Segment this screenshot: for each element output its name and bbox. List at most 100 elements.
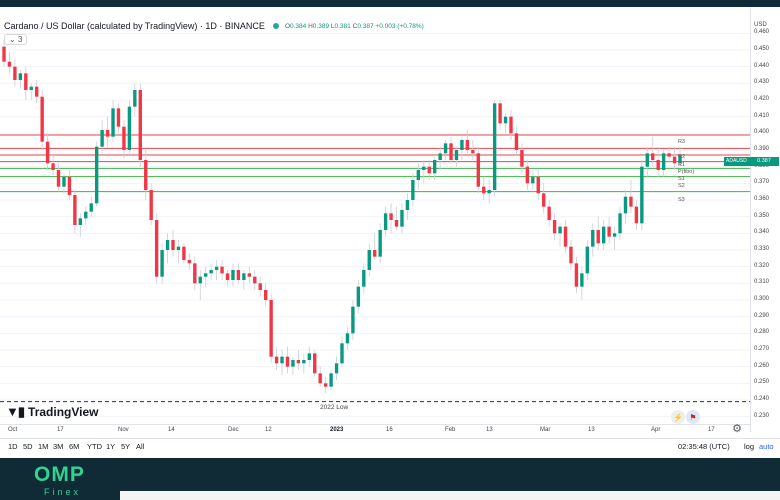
candle xyxy=(563,226,568,247)
candle xyxy=(427,166,431,174)
auto-scale-button[interactable]: auto xyxy=(759,442,774,451)
candle xyxy=(580,273,584,287)
timeframe-button-1m[interactable]: 1M xyxy=(38,442,49,451)
candle xyxy=(525,166,530,184)
timeframe-button-1d[interactable]: 1D xyxy=(8,442,18,451)
price-tick-label: 0.370 xyxy=(754,179,770,186)
candle xyxy=(198,276,202,284)
candle xyxy=(351,306,355,334)
bottom-toolbar xyxy=(0,438,780,458)
price-chart[interactable] xyxy=(0,7,750,425)
candle xyxy=(471,150,475,154)
lightning-icon[interactable]: ⚡ xyxy=(671,410,685,424)
candle xyxy=(263,290,268,300)
price-tick-label: 0.260 xyxy=(754,362,770,369)
candle xyxy=(296,360,301,364)
candle xyxy=(122,126,126,150)
candle xyxy=(443,143,448,154)
candle xyxy=(56,170,61,187)
candle xyxy=(601,226,606,244)
timeframe-button-1y[interactable]: 1Y xyxy=(106,442,116,451)
candle xyxy=(154,220,159,277)
candle xyxy=(383,213,388,230)
candle xyxy=(340,343,344,364)
candle xyxy=(253,276,257,284)
tradingview-mark-icon: ▼▮ xyxy=(6,404,25,419)
time-tick-label: Feb xyxy=(445,427,456,433)
candle xyxy=(432,160,437,174)
site-footer: OMP Finex xyxy=(0,458,780,500)
timeframe-button-3m[interactable]: 3M xyxy=(53,442,64,451)
candle xyxy=(558,226,562,234)
candle xyxy=(362,270,366,287)
candle xyxy=(607,226,611,237)
price-tick-label: 0.390 xyxy=(754,146,770,152)
candle xyxy=(35,86,39,97)
candle xyxy=(378,230,382,257)
candle xyxy=(405,200,410,210)
timeframe-button-ytd[interactable]: YTD xyxy=(87,442,102,451)
time-axis-line xyxy=(0,424,750,425)
candle xyxy=(214,266,219,270)
candle xyxy=(520,150,524,167)
candle xyxy=(182,246,186,260)
candle xyxy=(454,150,459,160)
price-tick-label: 0.410 xyxy=(754,112,770,119)
indicators-toggle[interactable]: ⌄ 3 xyxy=(4,34,28,45)
ohlc-values: O0.384 H0.389 L0.381 C0.387 +0.003 (+0.7… xyxy=(284,22,424,30)
candle xyxy=(416,170,421,180)
candle xyxy=(542,193,546,207)
candle xyxy=(133,90,137,107)
price-tick-label: 0.290 xyxy=(754,312,770,319)
candle xyxy=(51,163,55,170)
candle xyxy=(651,153,655,160)
candle xyxy=(591,230,595,247)
us-flag-icon[interactable]: ⚑ xyxy=(686,410,700,424)
candle xyxy=(574,263,579,287)
price-tick-label: 0.460 xyxy=(754,29,770,36)
timeframe-button-5y[interactable]: 5Y xyxy=(121,442,131,451)
timeframe-button-6m[interactable]: 6M xyxy=(69,442,80,451)
time-tick-label: Dec xyxy=(228,427,239,433)
candle xyxy=(231,270,235,280)
candle xyxy=(640,166,644,224)
candle xyxy=(547,206,551,220)
timeframe-button-5d[interactable]: 5D xyxy=(23,442,33,451)
timeframe-button-all[interactable]: All xyxy=(136,442,145,451)
candle xyxy=(24,73,28,90)
candle xyxy=(623,196,628,214)
candle xyxy=(302,360,306,364)
price-axis[interactable]: USD xyxy=(750,7,780,432)
candle xyxy=(373,250,377,257)
level-label-r3: R3 xyxy=(678,139,686,145)
log-scale-button[interactable]: log xyxy=(744,442,755,451)
settings-gear-icon[interactable]: ⚙ xyxy=(732,422,742,435)
candle xyxy=(394,220,399,227)
candle xyxy=(672,156,677,164)
chart-pane[interactable] xyxy=(0,7,780,438)
candle xyxy=(487,190,491,194)
tradingview-logo[interactable]: ▼▮ TradingView xyxy=(6,404,99,419)
candle xyxy=(329,373,333,387)
candle xyxy=(629,196,633,207)
price-tick-label: 0.320 xyxy=(754,262,770,269)
candle xyxy=(400,210,404,227)
chart-legend: Cardano / US Dollar (calculated by Tradi… xyxy=(4,16,424,36)
candle xyxy=(678,155,682,164)
candle xyxy=(285,356,290,367)
candle xyxy=(334,363,339,374)
level-label-s2: S2 xyxy=(678,183,685,189)
candle xyxy=(220,266,224,274)
candle xyxy=(258,283,262,290)
candle xyxy=(18,73,23,80)
candle xyxy=(422,166,426,170)
symbol-title[interactable]: Cardano / US Dollar (calculated by Tradi… xyxy=(4,21,265,31)
low-annotation: 2022 Low xyxy=(320,404,349,411)
candle xyxy=(171,240,175,250)
level-label-p: P(fibo) xyxy=(678,169,695,175)
candle xyxy=(656,160,660,170)
candle xyxy=(503,116,508,124)
omp-logo[interactable]: OMP xyxy=(34,463,85,486)
utc-clock[interactable]: 02:35:48 (UTC) xyxy=(678,442,730,451)
candle xyxy=(307,353,311,360)
